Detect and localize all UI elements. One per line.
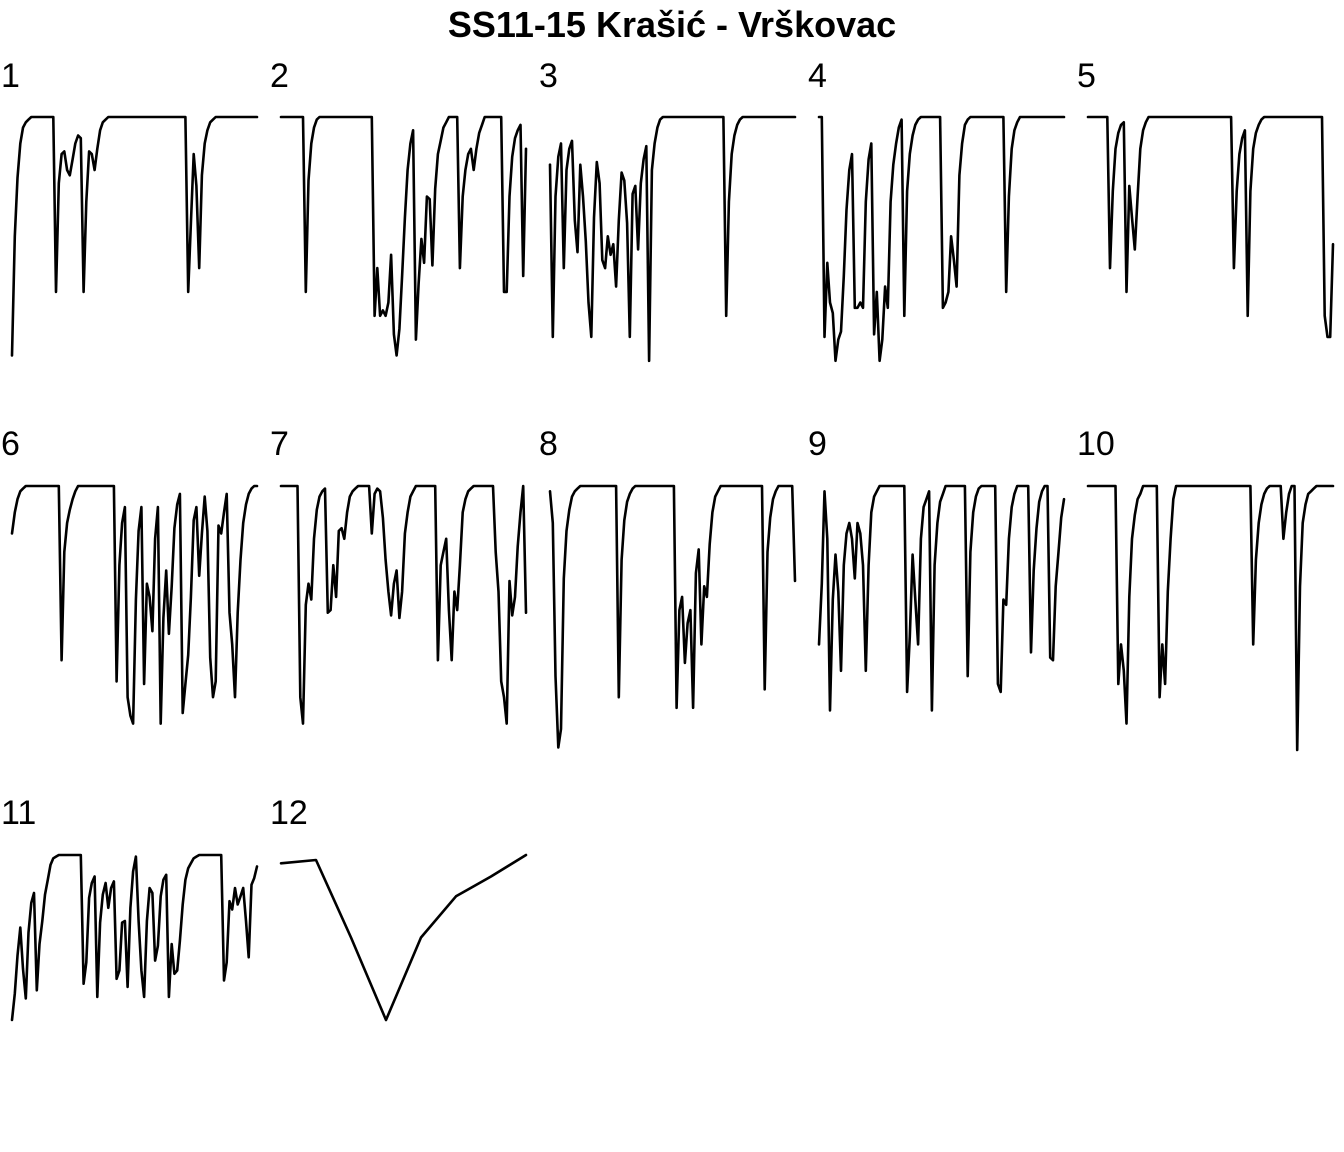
series-line: [1086, 484, 1335, 752]
series-line: [279, 115, 528, 357]
panel-label: 2: [270, 57, 289, 95]
panel-label: 11: [1, 794, 36, 832]
panel-1: 1: [1, 57, 259, 357]
panel-label: 7: [270, 425, 289, 463]
panel-10: 10: [1077, 425, 1335, 752]
panel-label: 10: [1077, 425, 1115, 463]
panel-label: 4: [808, 57, 827, 95]
panel-8: 8: [539, 425, 797, 749]
series-line: [10, 484, 259, 725]
panel-label: 5: [1077, 57, 1096, 95]
series-line: [548, 484, 797, 749]
panel-6: 6: [1, 425, 259, 725]
panel-label: 3: [539, 57, 558, 95]
series-line: [817, 115, 1066, 363]
panel-3: 3: [539, 57, 797, 363]
panel-label: 12: [270, 794, 308, 832]
panel-12: 12: [270, 794, 528, 1022]
panel-11: 11: [1, 794, 259, 1022]
panel-label: 8: [539, 425, 558, 463]
panel-label: 6: [1, 425, 20, 463]
panel-2: 2: [270, 57, 528, 357]
panel-7: 7: [270, 425, 528, 725]
panel-label: 9: [808, 425, 827, 463]
series-line: [548, 115, 797, 363]
series-line: [10, 115, 259, 357]
series-line: [817, 484, 1066, 712]
series-line: [279, 484, 528, 725]
panel-label: 1: [1, 57, 20, 95]
series-line: [1086, 115, 1335, 339]
series-line: [10, 853, 259, 1022]
panel-9: 9: [808, 425, 1066, 712]
panel-5: 5: [1077, 57, 1335, 339]
chart-title: SS11-15 Krašić - Vrškovac: [447, 4, 897, 45]
panel-4: 4: [808, 57, 1066, 363]
series-line: [279, 853, 528, 1022]
